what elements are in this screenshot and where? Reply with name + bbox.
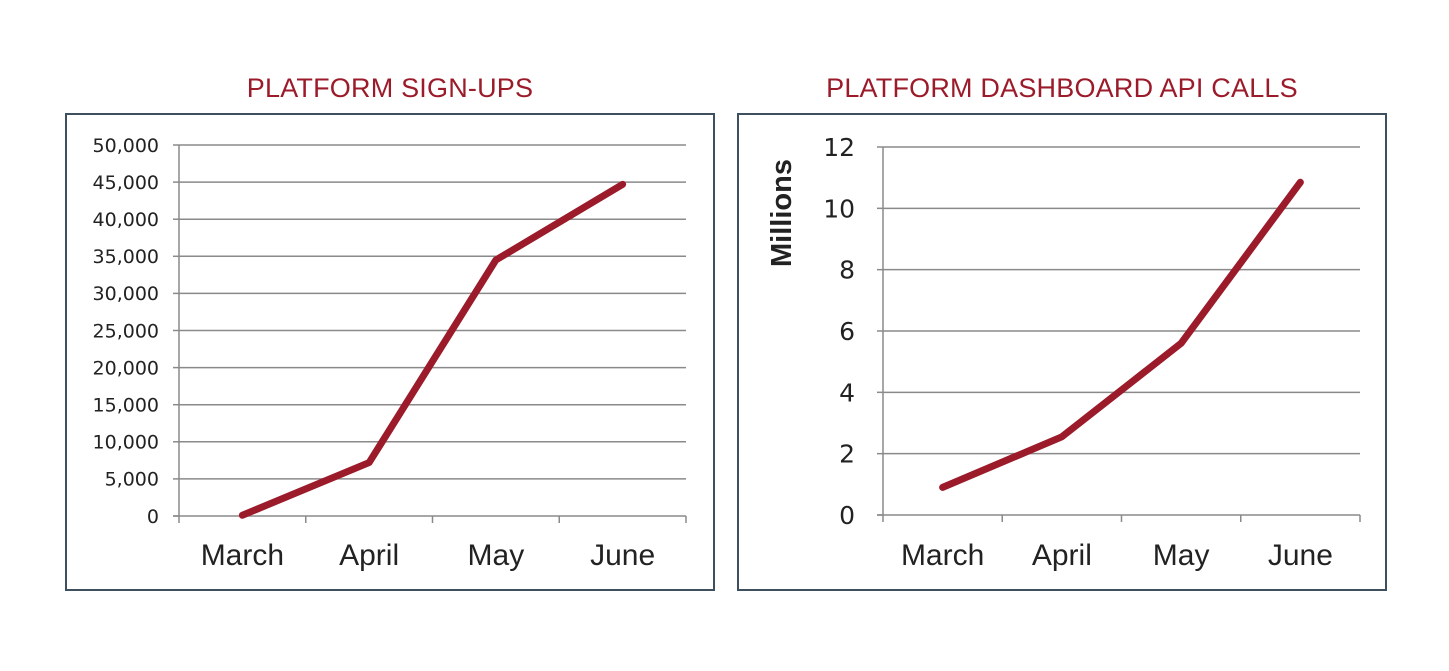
- api-calls-line-chart: 0 2 4 6 8 10 12 March April May June Millions: [766, 133, 1361, 572]
- y-tick-label: 6: [839, 317, 855, 346]
- x-category-label: April: [1032, 539, 1092, 572]
- y-tick-label: 25,000: [93, 320, 159, 342]
- y-tick-label: 10,000: [93, 432, 159, 454]
- x-category-label: April: [339, 539, 399, 572]
- y-tick-label: 20,000: [93, 357, 159, 379]
- x-category-label: June: [1268, 539, 1333, 572]
- y-tick-label: 8: [839, 256, 855, 285]
- y-axis-title: Millions: [766, 159, 798, 267]
- x-category-label: May: [1153, 539, 1210, 572]
- y-tick-label: 10: [823, 194, 855, 223]
- series-line: [939, 178, 1304, 491]
- series-line: [238, 180, 627, 519]
- x-category-label: May: [468, 539, 525, 572]
- chart-frame-api-calls: [737, 113, 1387, 591]
- y-tick-label: 5,000: [105, 469, 159, 491]
- x-category-label: June: [590, 539, 655, 572]
- y-tick-label: 0: [147, 506, 159, 528]
- chart-title-signups: PLATFORM SIGN-UPS: [246, 73, 534, 103]
- x-category-label: March: [901, 539, 984, 572]
- y-tick-label: 35,000: [93, 246, 159, 268]
- y-tick-label: 30,000: [93, 283, 159, 305]
- y-tick-label: 4: [839, 378, 855, 407]
- y-tick-label: 12: [823, 133, 855, 162]
- y-tick-label: 50,000: [93, 135, 159, 157]
- y-tick-label: 45,000: [93, 172, 159, 194]
- signups-line-chart: 0 5,000 10,000 15,000 20,000 25,000 30,000 35,0…: [93, 135, 687, 572]
- y-tick-label: 0: [839, 501, 855, 530]
- y-tick-label: 2: [839, 440, 855, 469]
- y-tick-label: 15,000: [93, 395, 159, 417]
- y-tick-label: 40,000: [93, 209, 159, 231]
- chart-title-api-calls: PLATFORM DASHBOARD API CALLS: [826, 73, 1298, 103]
- x-category-label: March: [201, 539, 284, 572]
